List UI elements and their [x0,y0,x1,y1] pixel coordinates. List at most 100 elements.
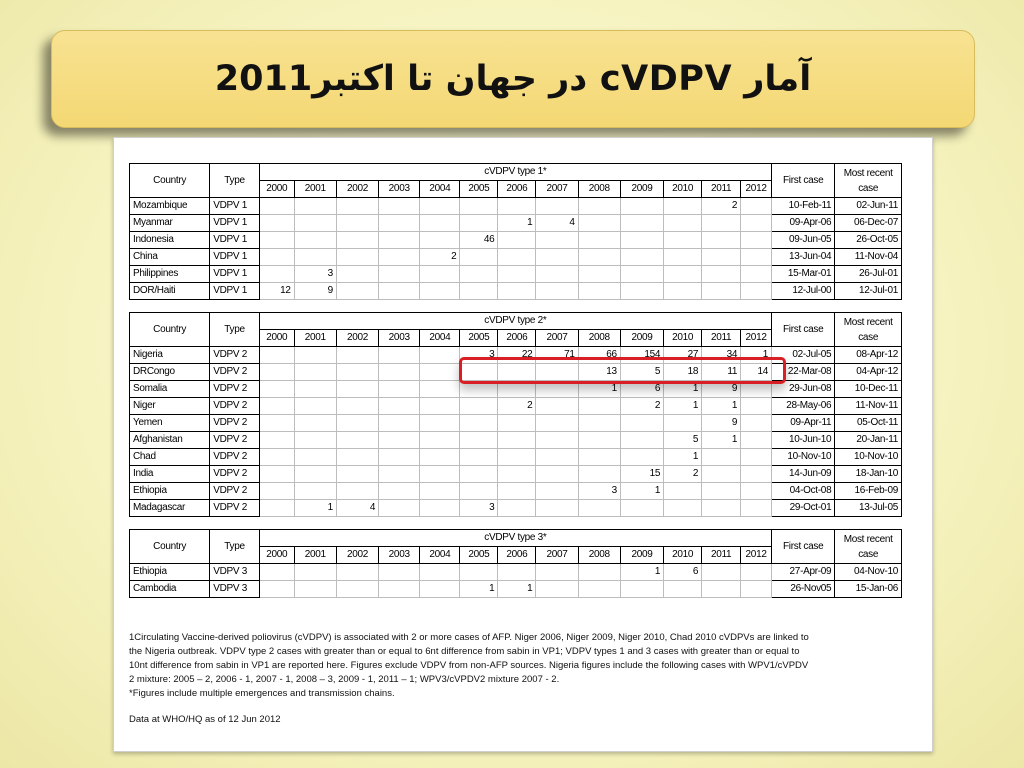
count-cell [293,397,337,415]
count-cell: 1 [619,563,665,581]
count-cell [419,431,461,449]
data-source: Data at WHO/HQ as of 12 Jun 2012 [129,714,281,725]
type-cell: VDPV 2 [209,499,260,517]
table-row: Myanmar VDPV 1 1 4 09-Apr-06 06-Dec-07 [128,214,902,232]
data-document: Country Type cVDPV type 1* First case Most r… [113,137,933,752]
count-cell [258,448,295,466]
year-header: 2003 [378,546,421,564]
table-row: Cambodia VDPV 3 1 1 26-Nov05 15-Jan-06 [128,580,902,598]
count-cell [258,380,295,398]
count-cell [701,482,742,500]
count-cell [459,282,499,300]
most-recent-cell: 08-Apr-12 [834,346,902,364]
cvdpv-tables: Country Type cVDPV type 1* First case Most r… [128,163,902,598]
count-cell [701,265,742,283]
type-cell: VDPV 3 [209,563,260,581]
count-cell [378,397,421,415]
count-cell [619,214,665,232]
year-header: 2007 [535,180,579,198]
table-row: Madagascar VDPV 2 1 4 3 29-Oct-01 13-Jul-05 [128,499,902,517]
count-cell [701,563,742,581]
year-header: 2004 [419,329,461,347]
year-header: 2012 [740,546,772,564]
count-cell: 2 [497,397,537,415]
count-cell: 3 [459,499,499,517]
first-case-cell: 29-Jun-08 [770,380,836,398]
year-header: 2003 [378,180,421,198]
count-cell [335,380,380,398]
first-case-cell: 10-Jun-10 [770,431,836,449]
count-cell [740,482,772,500]
count-cell: 12 [258,282,295,300]
count-cell [740,214,772,232]
count-cell [663,231,703,249]
year-header: 2001 [293,180,337,198]
footnote-line: 10nt difference from sabin in VP1 are re… [129,660,809,671]
count-cell [335,431,380,449]
type-cell: VDPV 2 [209,380,260,398]
count-cell [335,448,380,466]
count-cell [663,197,703,215]
count-cell [701,465,742,483]
count-cell [419,214,461,232]
footnote-line: *Figures include multiple emergences and… [129,688,395,699]
footnote-line: the Nigeria outbreak. VDPV type 2 cases … [129,646,800,657]
count-cell [293,431,337,449]
type-cell: VDPV 2 [209,363,260,381]
count-cell: 1 [663,397,703,415]
count-cell [378,563,421,581]
count-cell [577,465,621,483]
count-cell [663,248,703,266]
count-cell [663,499,703,517]
count-cell [419,448,461,466]
first-case-cell: 09-Apr-06 [770,214,836,232]
count-cell [577,197,621,215]
count-cell: 2 [419,248,461,266]
count-cell [535,448,579,466]
type-cell: VDPV 1 [209,282,260,300]
most-recent-cell: 05-Oct-11 [834,414,902,432]
table-row: Philippines VDPV 1 3 15-Mar-01 26-Jul-01 [128,265,902,283]
count-cell [619,580,665,598]
first-case-cell: 13-Jun-04 [770,248,836,266]
count-cell [535,248,579,266]
country-cell: Yemen [128,414,211,432]
cvdpv-type-2-table: Country Type cVDPV type 2* First case Most r… [128,312,902,517]
count-cell [535,231,579,249]
type-cell: VDPV 3 [209,580,260,598]
table-row: Afghanistan VDPV 2 5 1 10-Jun-10 20-Jan-11 [128,431,902,449]
first-case-cell: 29-Oct-01 [770,499,836,517]
year-header: 2011 [701,546,742,564]
first-case-cell: 14-Jun-09 [770,465,836,483]
count-cell [701,214,742,232]
most-recent-header: Most recent case [834,163,902,198]
first-case-cell: 12-Jul-00 [770,282,836,300]
country-header: Country [128,529,211,564]
count-cell [535,580,579,598]
count-cell [701,282,742,300]
count-cell [419,580,461,598]
count-cell [740,265,772,283]
count-cell [459,248,499,266]
count-cell [258,499,295,517]
count-cell [619,197,665,215]
count-cell: 4 [535,214,579,232]
count-cell [497,563,537,581]
count-cell [497,465,537,483]
count-cell [335,346,380,364]
year-header: 2002 [335,546,380,564]
year-header: 2008 [577,546,621,564]
count-cell [619,431,665,449]
count-cell [577,414,621,432]
count-cell [497,282,537,300]
count-cell [577,248,621,266]
table-row: DRCongo VDPV 2 13 5 18 11 14 22-Mar-08 04-Apr-12 [128,363,902,381]
count-cell [258,214,295,232]
country-cell: Madagascar [128,499,211,517]
type-cell: VDPV 2 [209,414,260,432]
country-cell: Ethiopia [128,563,211,581]
count-cell [335,214,380,232]
count-cell [740,465,772,483]
count-cell [258,580,295,598]
table-row: DOR/Haiti VDPV 1 12 9 12-Jul-00 12-Jul-01 [128,282,902,300]
